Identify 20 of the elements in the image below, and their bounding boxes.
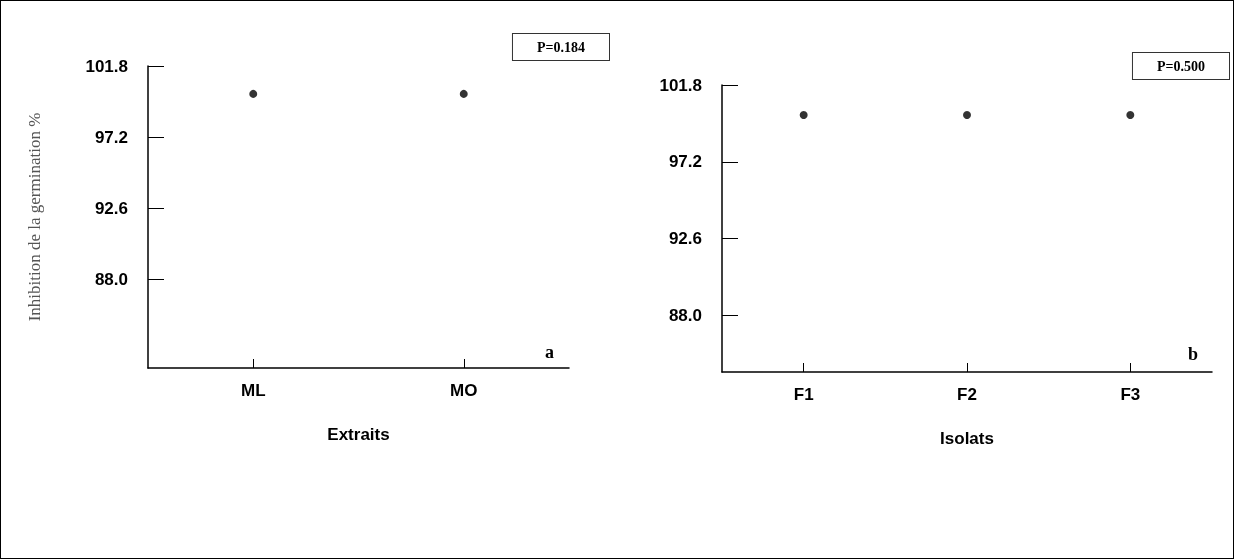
y-tick-label: 101.8 xyxy=(659,75,702,95)
y-tick-label: 88.0 xyxy=(668,305,702,325)
x-tick-label: F3 xyxy=(1120,385,1141,404)
x-axis-title: Isolats xyxy=(940,429,994,448)
x-tick-label: ML xyxy=(240,381,266,400)
annotation: b xyxy=(1188,344,1199,364)
y-tick-label: 101.8 xyxy=(85,56,128,76)
text: P=0.500 xyxy=(1156,58,1205,74)
y-tick-label: 92.6 xyxy=(668,229,702,249)
y-tick-label: 88.0 xyxy=(94,270,128,290)
annotation: a xyxy=(545,342,554,362)
x-axis-title: Extraits xyxy=(327,425,390,444)
x-tick-label: MO xyxy=(450,381,478,400)
x-tick-label: F2 xyxy=(957,385,977,404)
y-tick-label: 97.2 xyxy=(668,152,702,172)
x-tick-label: F1 xyxy=(793,385,814,404)
text: P=0.184 xyxy=(536,39,585,55)
y-axis-title: Inhibition de la germination % xyxy=(25,112,44,322)
y-tick-label: 92.6 xyxy=(94,198,128,218)
y-tick-label: 97.2 xyxy=(94,127,128,147)
